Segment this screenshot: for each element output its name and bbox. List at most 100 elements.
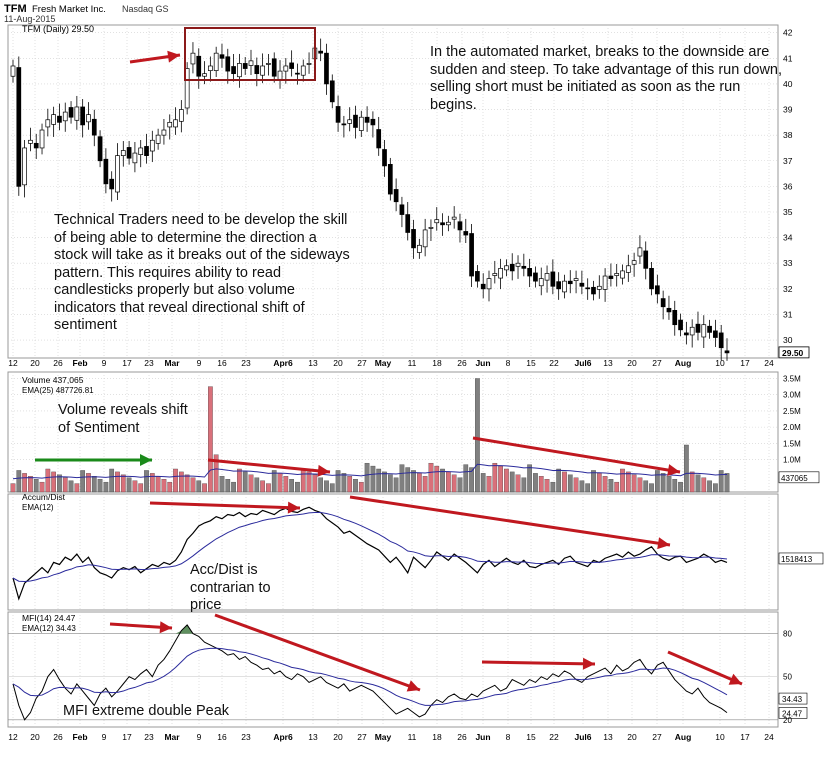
x-tick-label: 13 [308,358,318,368]
price-ytick-label: 39 [783,105,793,115]
candle-body [504,265,509,271]
x-tick-label: 12 [8,732,18,742]
candle-body [45,119,51,128]
x-tick-label: 9 [102,732,107,742]
volume-bar [463,464,469,493]
candle-body [318,50,324,54]
volume-bar [68,480,74,493]
volume-bar [144,470,149,493]
volume-bar [312,474,318,493]
x-tick-label: 22 [549,358,559,368]
candle-body [382,149,387,167]
volume-bar [393,477,399,493]
volume-bar [16,470,22,493]
candle-body [457,221,463,231]
volume-bar [91,476,97,493]
mfi-ytick-label: 80 [783,630,792,639]
ad-legend: Accum/Dist [22,492,66,502]
volume-bar [515,474,521,493]
x-tick-label: 23 [241,358,251,368]
candle-body [585,287,591,290]
volume-bar [585,483,591,493]
x-tick-label: Jun [475,358,490,368]
mfi-ema-line [12,647,728,706]
candle-body [695,323,701,333]
candle-body [620,270,625,279]
volume-bar [713,483,718,493]
candle-body [376,129,382,149]
x-tick-label: Apr6 [273,732,293,742]
volume-bar [335,470,341,493]
price-ytick-label: 31 [783,309,793,319]
price-ytick-label: 36 [783,181,793,191]
candle-body [138,147,144,155]
candle-body [387,163,393,195]
x-tick-label: 15 [526,732,536,742]
candle-body [132,152,138,164]
x-tick-label: 8 [506,732,511,742]
volume-bar [126,477,132,493]
volume-bar [190,477,196,493]
x-tick-label: Feb [72,732,87,742]
volume-bar [318,477,324,493]
volume-bar [97,479,103,493]
panel-frame-vol [7,371,779,493]
mfi-ema-legend: EMA(12) 34.43 [22,624,76,633]
volume-bar [649,483,654,493]
candle-body [625,265,631,273]
candle-body [544,273,550,281]
candle-body [231,66,236,75]
candle-body [492,273,498,276]
volume-bar [266,483,271,493]
candle-body [480,283,486,290]
volume-bar [625,471,631,493]
candle-body [295,72,300,75]
ad-last-box [778,552,824,565]
volume-bar [10,483,16,493]
candle-body [364,116,370,123]
x-tick-label: 26 [457,358,467,368]
candle-body [602,275,608,290]
price-ytick-label: 33 [783,258,793,268]
volume-bar [724,473,730,493]
price-ytick-label: 34 [783,233,793,243]
x-tick-label: Aug [675,732,692,742]
arrow-to-box-head [167,50,180,63]
candle-body [219,54,225,59]
price-ytick-label: 41 [783,53,793,63]
arrow-mfi-2-shaft [214,613,421,692]
volume-bar [149,473,155,493]
candle-body [190,52,196,65]
candle-body [62,111,68,122]
candle-body [556,281,562,290]
mfi-last-box [778,692,808,705]
volume-bar [178,471,184,493]
x-tick-label: May [375,358,392,368]
volume-bar [358,481,364,493]
x-tick-label: 16 [217,358,227,368]
volume-bar [562,471,567,493]
volume-bar [504,468,509,493]
arrow-volume-2-head [667,464,680,476]
volume-bar [242,471,248,493]
volume-bar [457,477,463,493]
candle-body [631,260,637,265]
volume-bar [579,480,585,493]
candle-body [329,80,335,103]
candle-body [666,307,672,313]
arrow-volume-sentiment-head [140,454,152,466]
volume-bar [33,479,39,493]
volume-bar [567,474,573,493]
candle-body [718,332,724,349]
volume-legend: Volume 437,065 [22,375,84,385]
candle-body [649,267,654,290]
x-tick-label: 20 [627,358,637,368]
candle-body [567,280,573,285]
volume-bar [155,476,161,493]
volume-bar [608,479,614,493]
volume-ytick-label: 3.0M [783,391,801,400]
volume-bar [596,473,602,493]
volume-ytick-label: 3.5M [783,374,801,383]
volume-bar [550,481,556,493]
arrow-mfi-4-shaft [667,650,743,686]
